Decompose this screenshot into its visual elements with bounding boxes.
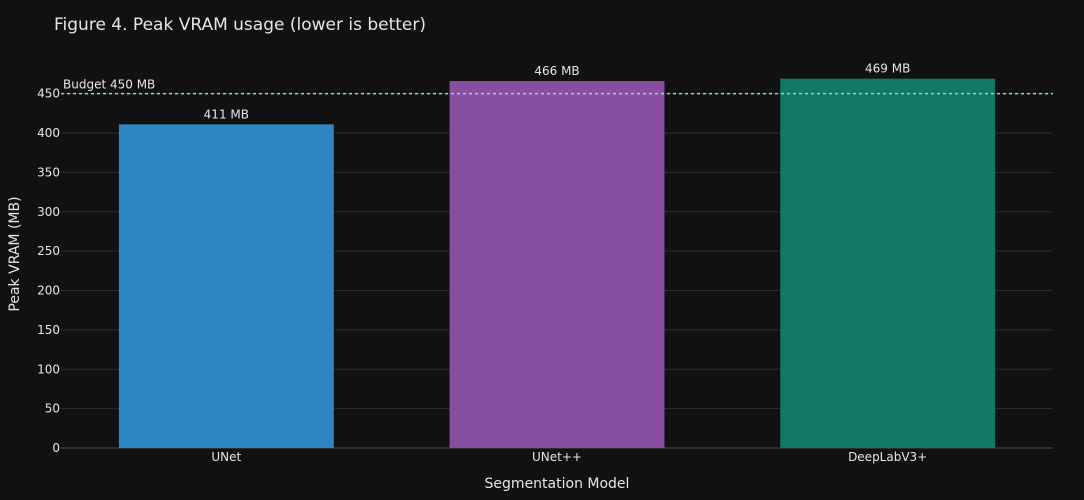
- bar-value-label: 469 MB: [865, 62, 910, 76]
- bar-unet: [118, 124, 334, 449]
- data-labels: 411 MB 466 MB 469 MB: [204, 62, 911, 122]
- x-tick-label: UNet++: [532, 450, 582, 464]
- y-axis-title: Peak VRAM (MB): [7, 196, 23, 311]
- x-axis-ticks: UNet UNet++ DeepLabV3+: [211, 450, 927, 464]
- y-tick-label: 50: [45, 402, 60, 416]
- x-tick-label: UNet: [211, 450, 241, 464]
- bar-value-label: 466 MB: [534, 64, 579, 78]
- y-tick-label: 350: [37, 165, 60, 179]
- y-tick-label: 150: [37, 323, 60, 337]
- y-tick-label: 100: [37, 362, 60, 376]
- y-axis-ticks: 0 50 100 150 200 250 300 350 400 450: [37, 87, 60, 455]
- chart-title: Figure 4. Peak VRAM usage (lower is bett…: [54, 15, 426, 35]
- bar-unet-: [449, 81, 665, 449]
- y-tick-label: 0: [52, 441, 60, 455]
- x-axis-title: Segmentation Model: [485, 476, 630, 492]
- bar-value-label: 411 MB: [204, 107, 249, 121]
- bars: [118, 78, 996, 449]
- y-tick-label: 450: [37, 87, 60, 101]
- budget-reference: Budget 450 MB: [61, 78, 1053, 95]
- bar-deeplabv3-: [780, 78, 996, 448]
- y-tick-label: 200: [37, 284, 60, 298]
- budget-label: Budget 450 MB: [63, 78, 155, 92]
- y-tick-label: 400: [37, 126, 60, 140]
- x-tick-label: DeepLabV3+: [848, 450, 927, 464]
- y-tick-label: 300: [37, 205, 60, 219]
- y-tick-label: 250: [37, 244, 60, 258]
